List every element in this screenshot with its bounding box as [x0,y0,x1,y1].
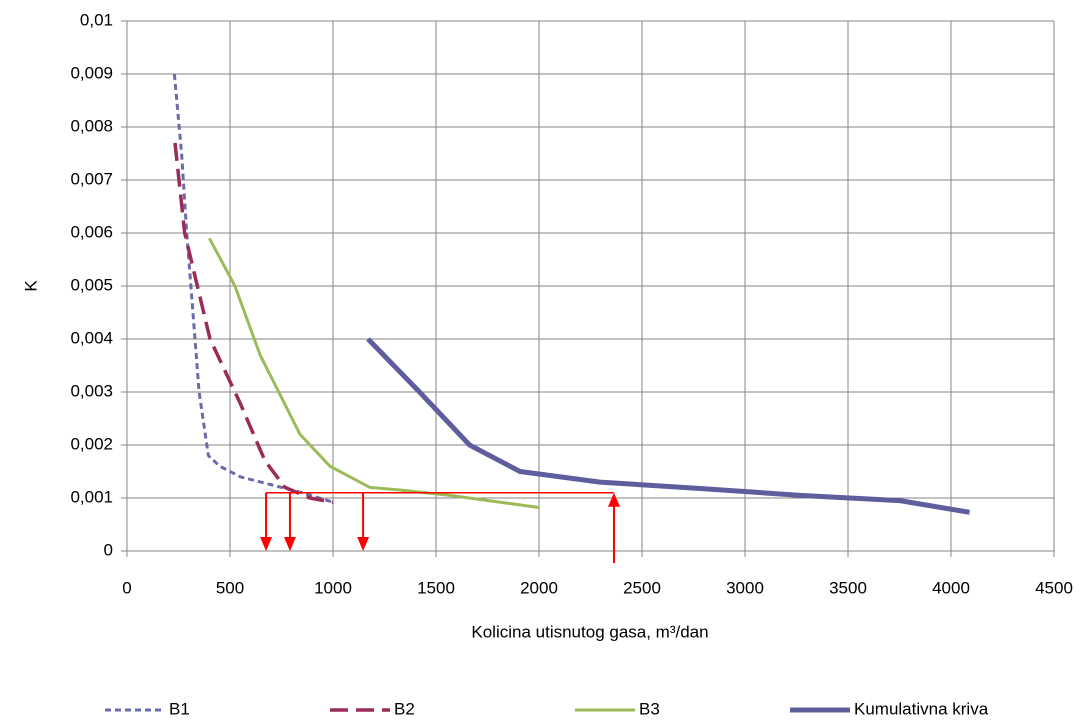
y-tick-label: 0,001 [70,487,113,506]
legend-label: B1 [169,699,190,717]
y-tick-label: 0,002 [70,434,113,453]
legend-label: Kumulativna kriva [854,699,989,717]
y-tick-label: 0,009 [70,63,113,82]
arrow-head [607,492,620,507]
arrow-head [357,537,370,551]
arrow-head [260,537,273,551]
y-axis-label: K [21,280,40,292]
series-line [366,337,970,515]
x-tick-label: 1500 [417,578,455,597]
legend-label: B2 [394,699,415,717]
y-tick-label: 0,003 [70,381,113,400]
y-tick-label: 0,006 [70,222,113,241]
x-tick-label: 500 [216,578,244,597]
y-tick-label: 0,007 [70,169,113,188]
series-line [172,73,334,504]
y-tick-label: 0,004 [70,328,113,347]
series-line [173,142,334,504]
x-tick-label: 3000 [726,578,764,597]
arrow-head [283,537,296,551]
legend-label: B3 [639,699,660,717]
y-tick-label: 0,01 [80,10,113,29]
x-tick-label: 0 [122,578,131,597]
y-tick-label: 0,005 [70,275,113,294]
series-line [208,237,540,510]
x-tick-label: 1000 [314,578,352,597]
y-tick-label: 0 [104,540,113,559]
x-axis-label: Kolicina utisnutog gasa, m³/dan [471,622,708,641]
x-tick-label: 2500 [623,578,661,597]
x-tick-label: 3500 [829,578,867,597]
x-tick-label: 2000 [520,578,558,597]
x-tick-label: 4500 [1035,578,1073,597]
y-tick-label: 0,008 [70,116,113,135]
x-tick-label: 4000 [932,578,970,597]
